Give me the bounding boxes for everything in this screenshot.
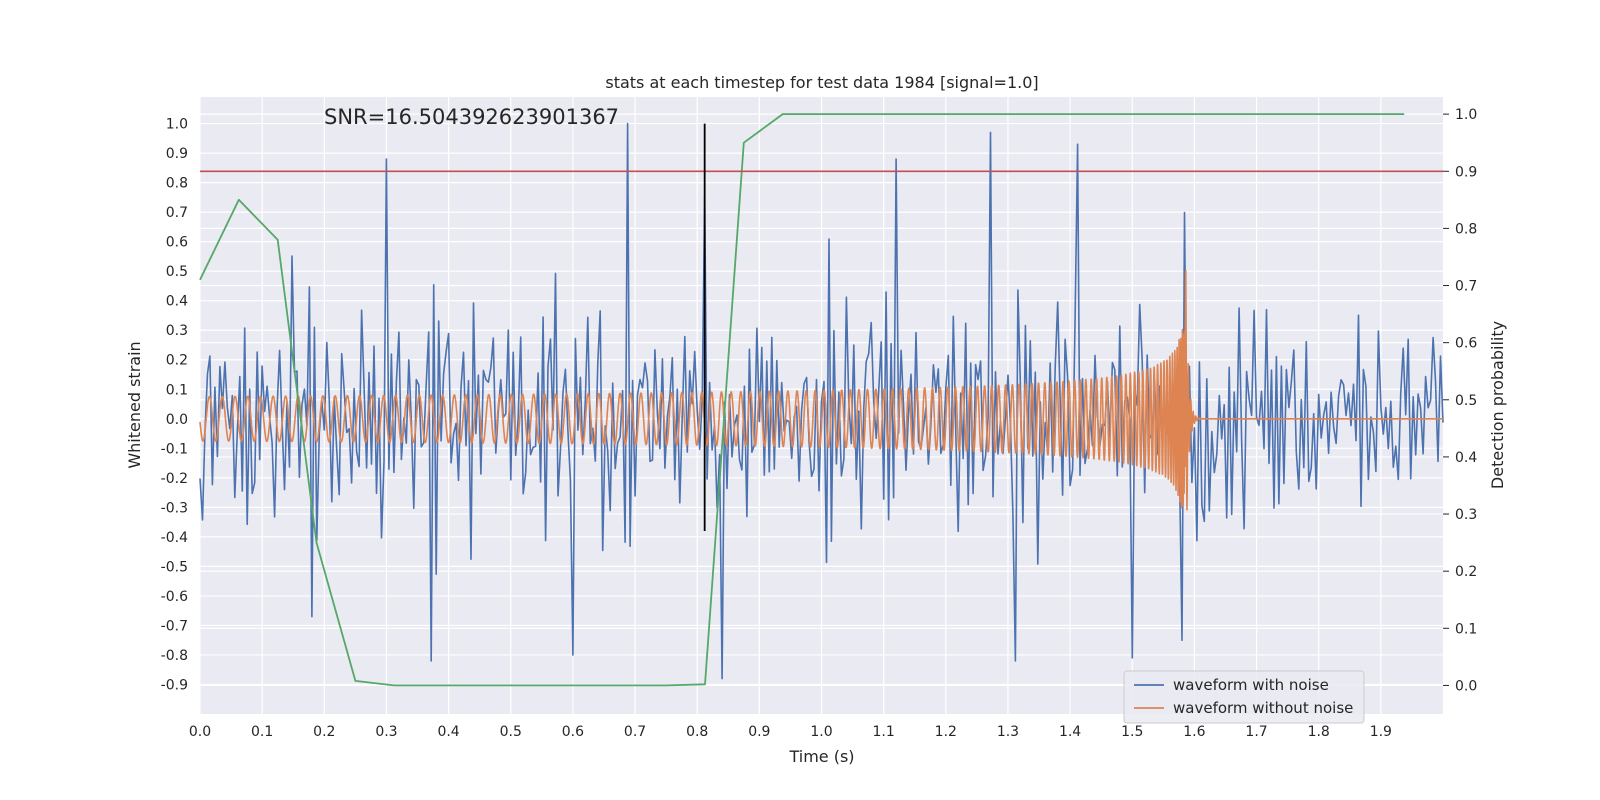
x-tick-label: 1.4 <box>1059 724 1081 740</box>
legend: waveform with noise waveform without noi… <box>1123 670 1365 724</box>
y-left-tick-label: 1.0 <box>166 117 188 133</box>
x-tick-label: 0.1 <box>251 724 273 740</box>
x-tick-label: 0.3 <box>375 724 397 740</box>
chart-title: stats at each timestep for test data 198… <box>605 73 1038 92</box>
y-right-tick-label: 0.5 <box>1455 393 1477 409</box>
y-right-tick-label: 0.3 <box>1455 507 1477 523</box>
y-right-tick-label: 0.6 <box>1455 336 1477 352</box>
y-right-tick-label: 0.8 <box>1455 221 1477 237</box>
x-tick-label: 0.5 <box>500 724 522 740</box>
x-tick-label: 1.0 <box>810 724 832 740</box>
snr-annotation: SNR=16.504392623901367 <box>324 105 619 129</box>
x-tick-label: 1.6 <box>1183 724 1205 740</box>
x-tick-label: 0.9 <box>748 724 770 740</box>
y-axis-left-label: Whitened strain <box>125 341 144 468</box>
y-left-tick-label: 0.1 <box>166 382 188 398</box>
x-axis-label: Time (s) <box>788 747 854 766</box>
x-axis-ticks: 0.0 0.1 0.2 0.3 0.4 0.5 0.6 0.7 0.8 0.9 1.0 1.1 1.2 1… <box>189 724 1392 740</box>
y-right-tick-label: 0.0 <box>1455 678 1477 694</box>
y-left-tick-label: 0.6 <box>166 235 188 251</box>
legend-label-clean: waveform without noise <box>1173 699 1353 717</box>
y-left-tick-label: 0.5 <box>166 264 188 280</box>
series-line-detection-probability <box>199 113 1405 687</box>
x-tick-label: 0.0 <box>189 724 211 740</box>
y-left-tick-label: -0.1 <box>161 441 188 457</box>
x-tick-label: 0.6 <box>562 724 584 740</box>
y-right-tick-label: 0.4 <box>1455 450 1477 466</box>
y-right-tick-label: 0.1 <box>1455 621 1477 637</box>
y-left-tick-label: 0.9 <box>166 146 188 162</box>
y-axis-right-ticks: 1.0 0.9 0.8 0.7 0.6 0.5 0.4 0.3 0.2 0.1 0.0 <box>1443 107 1477 694</box>
x-tick-label: 0.4 <box>437 724 459 740</box>
y-left-tick-label: -0.4 <box>161 530 188 546</box>
y-left-tick-label: 0.0 <box>166 412 188 428</box>
y-left-tick-label: -0.5 <box>161 559 188 575</box>
y-right-tick-label: 0.9 <box>1455 164 1477 180</box>
y-left-tick-label: 0.4 <box>166 294 188 310</box>
y-left-tick-label: 0.7 <box>166 205 188 221</box>
y-left-tick-label: 0.2 <box>166 353 188 369</box>
y-axis-right-label: Detection probability <box>1488 321 1507 489</box>
y-right-tick-label: 0.7 <box>1455 279 1477 295</box>
y-left-tick-label: -0.2 <box>161 471 188 487</box>
x-tick-label: 1.5 <box>1121 724 1143 740</box>
x-tick-label: 0.2 <box>313 724 335 740</box>
y-left-tick-label: -0.7 <box>161 618 188 634</box>
x-tick-label: 1.1 <box>873 724 895 740</box>
legend-box <box>1123 670 1365 724</box>
y-left-tick-label: -0.9 <box>161 677 188 693</box>
y-right-tick-label: 1.0 <box>1455 107 1477 123</box>
series-line-waveform-with-noise <box>199 122 1444 680</box>
x-tick-label: 1.7 <box>1245 724 1267 740</box>
y-left-tick-label: 0.3 <box>166 323 188 339</box>
y-left-tick-label: -0.6 <box>161 589 188 605</box>
x-tick-label: 1.8 <box>1308 724 1330 740</box>
y-left-tick-label: -0.8 <box>161 648 188 664</box>
series-line-waveform-without-noise <box>199 269 1444 511</box>
y-left-tick-label: 0.8 <box>166 176 188 192</box>
x-tick-label: 1.9 <box>1370 724 1392 740</box>
x-tick-label: 0.8 <box>686 724 708 740</box>
x-tick-label: 1.2 <box>935 724 957 740</box>
y-left-tick-label: -0.3 <box>161 500 188 516</box>
y-axis-left-ticks: 1.0 0.9 0.8 0.7 0.6 0.5 0.4 0.3 0.2 0.1 0.0 -0.1 -0.… <box>161 117 188 694</box>
x-tick-label: 1.3 <box>997 724 1019 740</box>
y-right-tick-label: 0.2 <box>1455 564 1477 580</box>
x-tick-label: 0.7 <box>624 724 646 740</box>
legend-label-noise: waveform with noise <box>1173 676 1329 694</box>
plot-area <box>199 113 1444 687</box>
